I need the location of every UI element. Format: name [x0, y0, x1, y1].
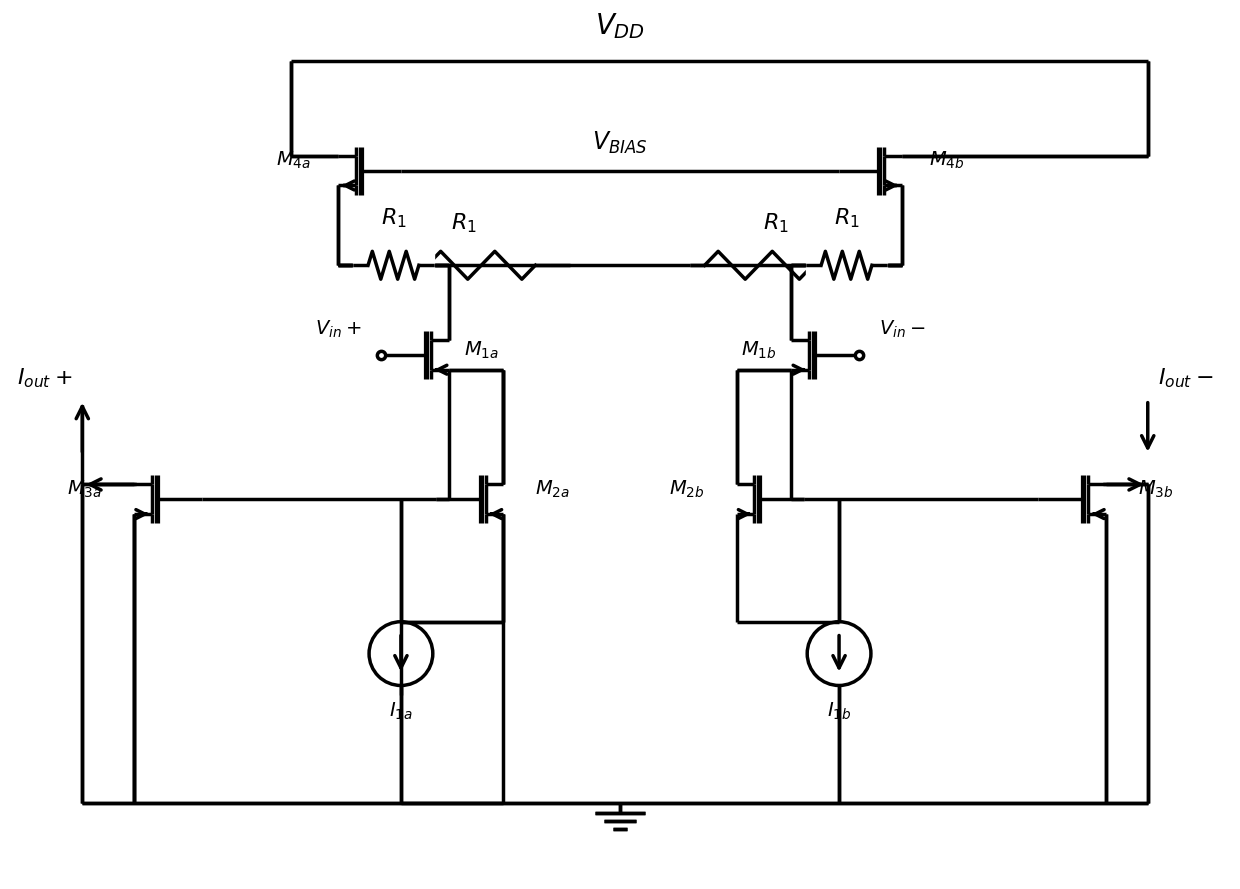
Text: $V_{BIAS}$: $V_{BIAS}$	[593, 130, 647, 156]
Text: $I_{out}+$: $I_{out}+$	[17, 366, 72, 390]
Text: $I_{1b}$: $I_{1b}$	[827, 701, 852, 722]
Text: $M_{3b}$: $M_{3b}$	[1138, 478, 1173, 500]
Text: $R_1$: $R_1$	[381, 207, 407, 230]
Text: $V_{in}+$: $V_{in}+$	[315, 318, 361, 340]
Text: $M_{1b}$: $M_{1b}$	[740, 340, 776, 361]
Text: $V_{in}-$: $V_{in}-$	[879, 318, 925, 340]
Text: $M_{1a}$: $M_{1a}$	[464, 340, 498, 361]
Text: $M_{2a}$: $M_{2a}$	[536, 478, 570, 500]
Text: $M_{3a}$: $M_{3a}$	[67, 478, 102, 500]
Text: $I_{out}-$: $I_{out}-$	[1158, 366, 1213, 390]
Text: $R_1$: $R_1$	[451, 212, 477, 236]
Text: $I_{1a}$: $I_{1a}$	[389, 701, 413, 722]
Text: $M_{4a}$: $M_{4a}$	[277, 150, 311, 172]
Text: $M_{4b}$: $M_{4b}$	[929, 150, 965, 172]
Text: $V_{DD}$: $V_{DD}$	[595, 12, 645, 41]
Text: $R_1$: $R_1$	[833, 207, 859, 230]
Text: $R_1$: $R_1$	[763, 212, 789, 236]
Text: $M_{2b}$: $M_{2b}$	[670, 478, 704, 500]
